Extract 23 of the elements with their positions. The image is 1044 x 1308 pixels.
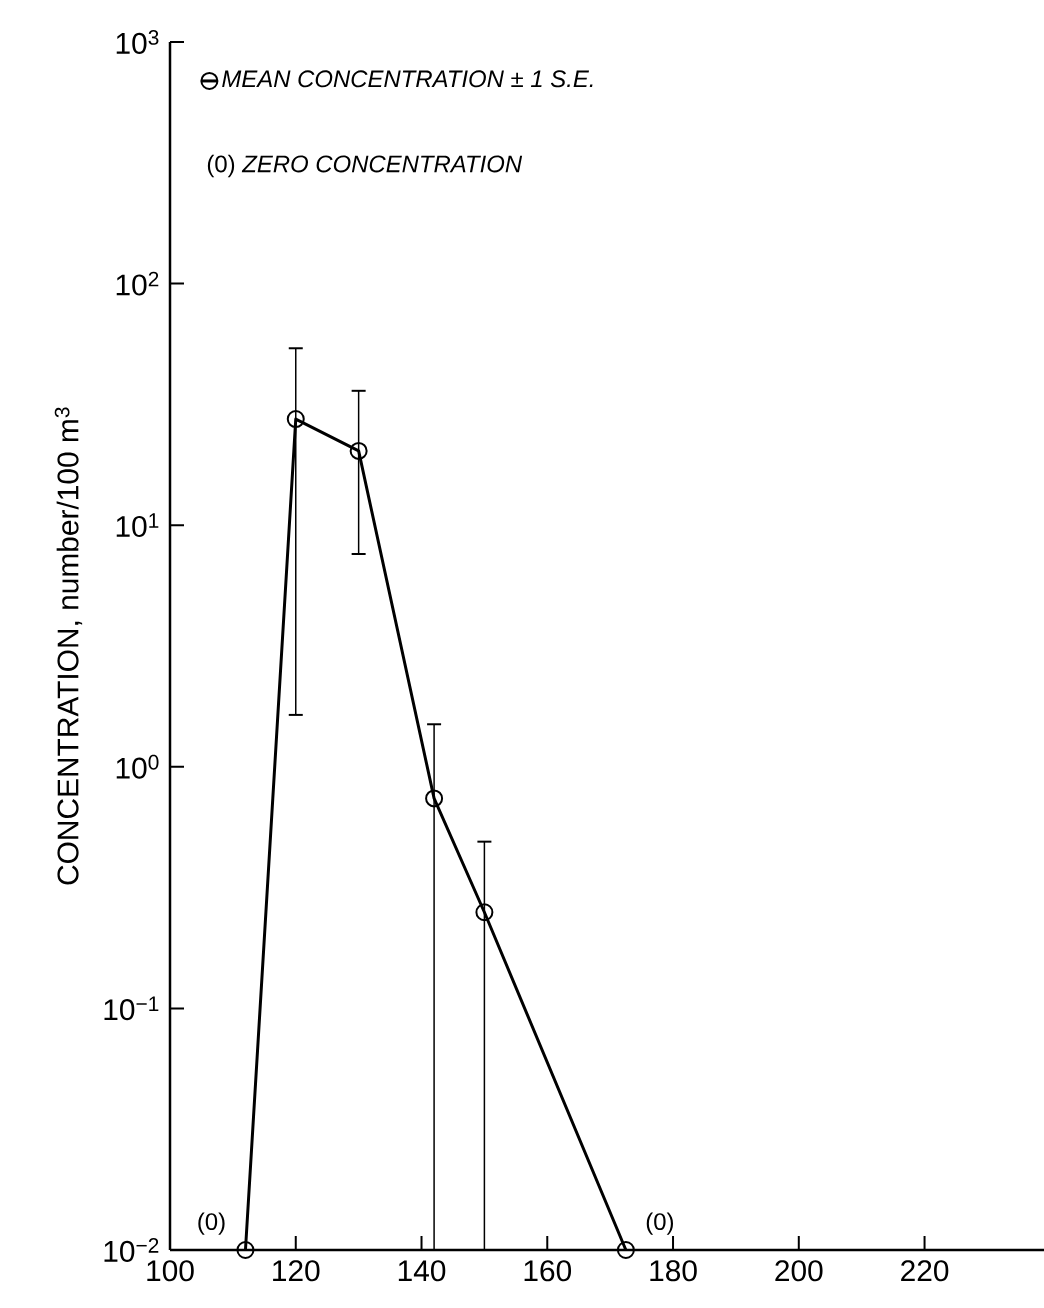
x-tick-label: 200 — [775, 1260, 823, 1282]
point — [349, 441, 368, 460]
legend-label: MEAN CONCENTRATION ± 1 S.E. — [222, 70, 593, 88]
point — [286, 410, 305, 429]
y-axis-title: CONCENTRATION, number/100 m$^{3}$ — [54, 407, 83, 885]
x-tick-label: 140 — [398, 1260, 446, 1282]
annotation: (0) ZERO CONCENTRATION — [207, 154, 523, 178]
y-tick-label: 10$^{0}$ — [116, 754, 159, 779]
x-tick-label: 120 — [273, 1260, 320, 1282]
y-tick-label: 10$^{2}$ — [116, 271, 159, 296]
y-tick-label: 10$^{−1}$ — [104, 996, 159, 1021]
y-tick-label: 10$^{1}$ — [116, 513, 159, 538]
y-tick-label: 10$^{3}$ — [116, 30, 159, 54]
point — [236, 1241, 255, 1259]
x-tick-label: 180 — [650, 1260, 697, 1282]
point — [425, 789, 444, 808]
annotation: (0) — [646, 1212, 674, 1235]
point — [475, 903, 494, 922]
x-tick-label: 220 — [901, 1260, 949, 1282]
annotation: (0) — [198, 1212, 225, 1235]
point — [616, 1241, 635, 1259]
x-tick-label: 100 — [147, 1260, 194, 1282]
x-tick-label: 160 — [524, 1260, 572, 1282]
